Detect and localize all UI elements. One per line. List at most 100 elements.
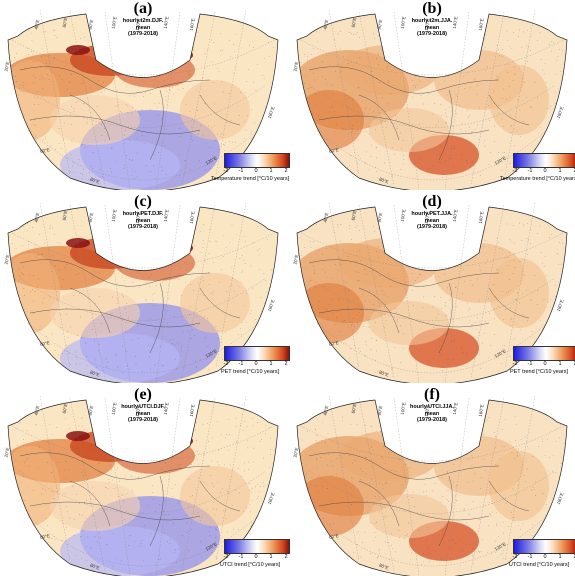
significance-dot [478,139,480,140]
significance-dot [204,260,206,261]
country-border [149,475,164,547]
country-border [318,501,490,521]
significance-dot [414,85,416,87]
significance-dot [400,169,402,170]
significance-dot [551,121,552,123]
significance-dot [110,313,112,315]
significance-dot [242,429,244,431]
significance-dot [542,337,543,339]
significance-dot [351,477,352,479]
significance-dot [449,547,451,548]
significance-dot [496,75,497,77]
significance-dot [62,279,64,280]
significance-dot [349,357,350,359]
significance-dot [315,93,317,95]
significance-dot [252,418,254,420]
significance-dot [480,550,482,552]
significance-dot [484,240,486,241]
significance-dot [216,241,218,243]
significance-dot [55,427,57,429]
significance-dot [420,95,422,96]
significance-dot [478,434,479,436]
significance-dot [349,348,351,349]
significance-dot [468,513,470,515]
significance-dot [163,511,165,512]
significance-dot [488,119,490,121]
significance-dot [367,132,369,134]
significance-dot [508,291,509,292]
significance-dot [470,279,471,281]
significance-dot [84,250,86,252]
significance-dot [263,273,265,275]
significance-dot [488,164,490,166]
significance-dot [45,63,47,64]
significance-dot [188,505,190,507]
significance-dot [385,462,386,464]
significance-dot [21,245,23,247]
significance-dot [379,285,381,287]
significance-dot [509,289,511,291]
significance-dot [543,72,545,74]
country-border [149,282,164,354]
significance-dot [388,452,390,454]
significance-dot [222,488,223,490]
significance-dot [114,439,116,441]
significance-dot [54,538,56,540]
significance-dot [357,322,358,324]
significance-dot [180,243,182,244]
significance-dot [445,109,446,110]
significance-dot [503,126,505,128]
significance-dot [224,149,226,151]
significance-dot [230,119,232,121]
significance-dot [370,509,372,511]
significance-dot [320,457,321,458]
significance-dot [361,309,362,311]
significance-dot [352,98,353,100]
significance-dot [36,146,37,148]
significance-dot [303,419,305,421]
significance-dot [255,486,257,488]
significance-dot [126,350,128,352]
significance-dot [105,509,107,510]
significance-dot [393,278,395,279]
significance-dot [461,292,463,294]
significance-dot [131,168,133,170]
significance-dot [86,560,88,561]
significance-dot [400,325,401,327]
significance-dot [324,534,325,536]
significance-dot [403,154,404,156]
significance-dot [42,78,43,80]
significance-dot [46,291,48,293]
significance-dot [440,339,442,341]
significance-dot [304,291,305,292]
significance-dot [77,335,78,336]
significance-dot [497,107,499,109]
significance-dot [401,483,403,485]
significance-dot [138,67,140,68]
significance-dot [526,238,528,239]
significance-dot [311,484,312,486]
significance-dot [311,113,313,115]
significance-dot [230,56,232,58]
significance-dot [312,136,313,137]
panel-label: (c) [134,193,152,210]
significance-dot [537,97,538,98]
significance-dot [385,127,387,128]
significance-dot [141,539,143,541]
significance-dot [248,461,249,463]
significance-dot [537,304,538,305]
significance-dot [437,276,439,278]
significance-dot [454,287,456,288]
panel-label: (f) [424,386,440,403]
significance-dot [258,254,260,256]
significance-dot [189,305,191,307]
significance-dot [61,353,63,354]
significance-dot [440,441,442,442]
latitude-gridline [300,39,564,76]
significance-dot [226,434,228,435]
significance-dot [316,31,317,33]
significance-dot [175,67,176,69]
longitude-gridline [69,397,106,572]
significance-dot [368,326,370,328]
country-border [199,94,241,126]
